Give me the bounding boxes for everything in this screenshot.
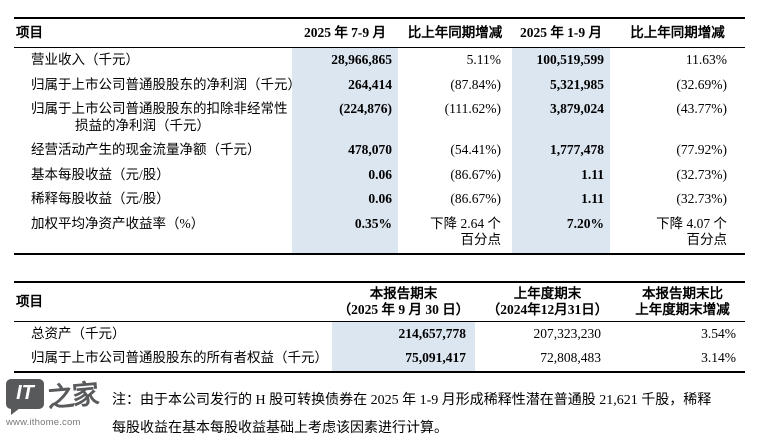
cell-value: 100,519,599 — [512, 47, 610, 73]
table1-header-4: 比上年同期增减 — [610, 18, 745, 48]
row-label: 总资产（千元） — [31, 325, 126, 341]
cell-value: 1.11 — [512, 162, 610, 187]
table1-row-0: 营业收入（千元） 28,966,865 5.11% 100,519,599 11.63% — [14, 47, 745, 73]
cell-value: (32.73%) — [676, 191, 727, 206]
quarterly-results-table: 项目 2025 年 7-9 月比上年同期增减 2025 年 1-9 月比上年同期增减… — [14, 17, 745, 255]
footnote-line-2: 每股收益在基本每股收益基础上考虑该因素进行计算。 — [112, 420, 448, 436]
row-label: 归属于上市公司普通股股东的扣除非经常性 损益的净利润（千元） — [31, 101, 288, 133]
cell-value: (32.73%) — [676, 166, 727, 182]
cell-value: 3.54% — [701, 325, 736, 341]
cell-value: 11.63% — [685, 52, 727, 67]
cell-value: 207,323,230 — [533, 325, 602, 341]
row-label: 营业收入（千元） — [31, 52, 139, 67]
cell-value: 0.35% — [292, 211, 398, 254]
table2-header-3: 本报告期末比 上年度期末增减 — [620, 281, 745, 322]
cell-value: (77.92%) — [676, 142, 727, 157]
it-speech-bubble-icon: IT — [6, 378, 44, 415]
cell-value: 7.20% — [512, 211, 610, 254]
cell-value: (54.41%) — [450, 142, 501, 157]
footnote: 注：由于本公司发行的 H 股可转换债券在 2025 年 1-9 月形成稀释性潜在… — [112, 387, 732, 443]
row-label: 加权平均净资产收益率（%） — [31, 215, 205, 231]
table1-row-5: 稀释每股收益（元/股） 0.06 (86.67%) 1.11 (32.73%) — [14, 187, 745, 212]
table1-header-2: 比上年同期增减 — [398, 18, 512, 48]
table1-row-6: 加权平均净资产收益率（%） 0.35% 下降 2.64 个百分点 7.20% 下降 4.… — [14, 211, 745, 254]
table1-row-2: 归属于上市公司普通股股东的扣除非经常性 损益的净利润（千元） (224,876) (1… — [14, 97, 745, 138]
row-label: 经营活动产生的现金流量净额（千元） — [31, 142, 261, 157]
cell-value: (43.77%) — [676, 101, 727, 116]
cell-value: 下降 2.64 个百分点 — [430, 215, 501, 248]
table1-row-3: 经营活动产生的现金流量净额（千元） 478,070 (54.41%) 1,777,47… — [14, 138, 745, 163]
quarterly-results-header-row: 项目 2025 年 7-9 月比上年同期增减 2025 年 1-9 月比上年同期增减 — [14, 18, 745, 48]
cell-value: 0.06 — [292, 187, 398, 212]
balance-sheet-table: 项目 本报告期末 （2025 年 9 月 30 日） 上年度期末 （2024年12月31… — [14, 280, 745, 373]
cell-value: 5,321,985 — [512, 72, 610, 97]
cell-value: (224,876) — [292, 97, 398, 138]
table2-header-2: 上年度期末 （2024年12月31日） — [475, 281, 620, 322]
ithome-logo: IT 之家 www.ithome.com — [6, 374, 110, 428]
table2-row-0: 总资产（千元） 214,657,778 207,323,230 3.54% — [14, 321, 745, 346]
table2-header-1: 本报告期末 （2025 年 9 月 30 日） — [332, 281, 475, 322]
zhijia-calligraphy-text: 之家 — [46, 378, 99, 414]
table2-row-1: 归属于上市公司普通股股东的所有者权益（千元） 75,091,417 72,808,4… — [14, 346, 745, 372]
table1-row-1: 归属于上市公司普通股股东的净利润（千元） 264,414 (87.84%) 5,321… — [14, 72, 745, 97]
cell-value: 下降 4.07 个百分点 — [656, 215, 727, 248]
row-label: 归属于上市公司普通股股东的净利润（千元） — [31, 76, 301, 92]
cell-value: 72,808,483 — [540, 350, 601, 365]
cell-value: 0.06 — [292, 162, 398, 187]
balance-sheet-header-row: 项目 本报告期末 （2025 年 9 月 30 日） 上年度期末 （2024年12月31… — [14, 281, 745, 322]
cell-value: (32.69%) — [676, 76, 727, 92]
cell-value: 214,657,778 — [332, 321, 475, 346]
cell-value: 28,966,865 — [292, 47, 398, 73]
cell-value: 1,777,478 — [512, 138, 610, 163]
cell-value: 5.11% — [466, 52, 501, 67]
ithome-url: www.ithome.com — [6, 417, 81, 428]
ithome-logo-row: IT 之家 — [6, 374, 110, 415]
table2-header-0: 项目 — [14, 281, 332, 322]
cell-value: 75,091,417 — [332, 346, 475, 372]
cell-value: (86.67%) — [450, 166, 501, 182]
row-label: 稀释每股收益（元/股） — [31, 191, 170, 206]
cell-value: (111.62%) — [444, 101, 501, 116]
cell-value: 3,879,024 — [512, 97, 610, 138]
table1-row-4: 基本每股收益（元/股） 0.06 (86.67%) 1.11 (32.73%) — [14, 162, 745, 187]
row-label: 归属于上市公司普通股股东的所有者权益（千元） — [31, 350, 328, 365]
cell-value: 264,414 — [292, 72, 398, 97]
table1-header-3: 2025 年 1-9 月 — [512, 18, 610, 48]
cell-value: 3.14% — [701, 350, 736, 365]
cell-value: (86.67%) — [450, 191, 501, 206]
cell-value: 478,070 — [292, 138, 398, 163]
row-label: 基本每股收益（元/股） — [31, 166, 170, 182]
footnote-line-1: 注：由于本公司发行的 H 股可转换债券在 2025 年 1-9 月形成稀释性潜在… — [112, 392, 712, 408]
table1-header-1: 2025 年 7-9 月 — [292, 18, 398, 48]
cell-value: (87.84%) — [450, 76, 501, 92]
cell-value: 1.11 — [512, 187, 610, 212]
table1-header-0: 项目 — [14, 18, 292, 48]
